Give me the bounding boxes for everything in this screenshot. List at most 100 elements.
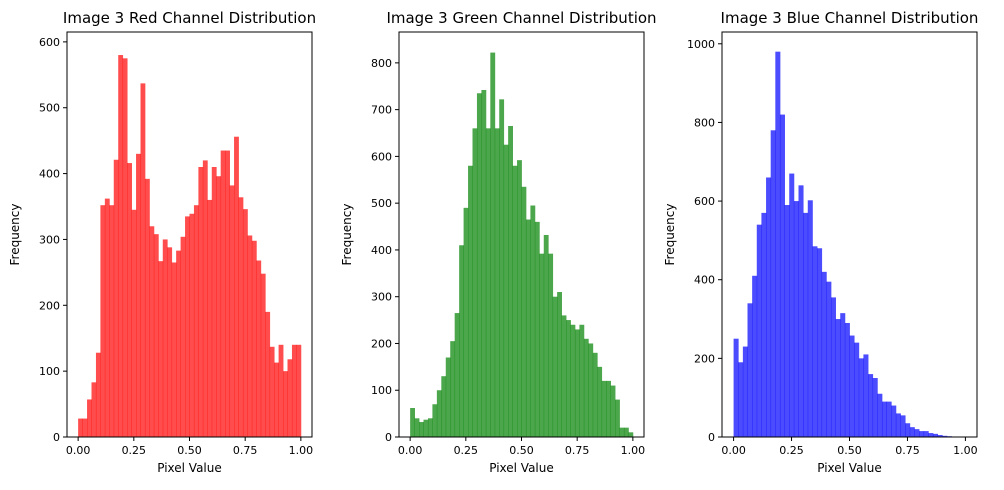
- y-tick-label: 500: [39, 102, 60, 115]
- histogram-bar: [198, 167, 204, 437]
- histogram-bar: [928, 433, 934, 437]
- histogram-bar: [185, 216, 190, 437]
- x-tick-label: 1.00: [953, 444, 978, 457]
- histogram-bar: [937, 435, 943, 437]
- histogram-bar: [849, 335, 855, 437]
- histogram-bar: [260, 273, 266, 437]
- histogram-bar: [503, 144, 509, 437]
- histogram-bar: [766, 177, 772, 438]
- histogram-bar: [914, 429, 920, 437]
- histogram-bar: [82, 418, 88, 437]
- chart-title: Image 3 Blue Channel Distribution: [721, 9, 979, 27]
- histogram-bar: [742, 346, 748, 437]
- histogram-bar: [450, 341, 456, 437]
- histogram-bar: [274, 362, 279, 437]
- histogram-bar: [499, 99, 505, 437]
- histogram-bar: [158, 261, 164, 437]
- y-tick-label: 0: [385, 431, 392, 444]
- histogram-bar: [242, 209, 248, 437]
- histogram-bar: [779, 114, 785, 437]
- y-axis-label: Frequency: [663, 204, 677, 266]
- histogram-bar: [508, 126, 513, 437]
- histogram-bar: [265, 311, 271, 437]
- histogram-bar: [153, 234, 159, 437]
- histogram-bar: [216, 176, 222, 437]
- histogram-bar: [131, 209, 137, 437]
- histogram-bar: [844, 322, 850, 437]
- x-tick-label: 0.25: [779, 444, 804, 457]
- histogram-bar: [149, 226, 155, 437]
- histogram-bar: [877, 393, 883, 437]
- histogram-bar: [113, 159, 119, 437]
- histogram-bar: [798, 185, 804, 437]
- chart-panel-1: 0.00 0.25 0.50 0.75 1.00 0 100 200 300 400 500 600I…: [8, 9, 316, 475]
- y-tick-label: 100: [371, 384, 392, 397]
- histogram-bar: [840, 313, 846, 437]
- histogram-bar: [109, 205, 115, 437]
- histogram-bar: [481, 89, 487, 438]
- histogram-bar: [269, 346, 275, 437]
- histogram-bar: [835, 319, 841, 437]
- histogram-bar: [162, 239, 168, 437]
- histogram-bar: [122, 58, 128, 438]
- histogram-bar: [854, 342, 860, 437]
- histogram-bar: [543, 234, 549, 437]
- y-tick-label: 500: [371, 197, 392, 210]
- y-tick-label: 400: [371, 244, 392, 257]
- histogram-bar: [87, 399, 92, 437]
- histogram-bar: [858, 358, 864, 437]
- histogram-bar: [615, 399, 620, 437]
- x-tick-label: 0.00: [721, 444, 746, 457]
- y-tick-label: 600: [371, 150, 392, 163]
- histogram-bar: [891, 405, 897, 437]
- chart-title: Image 3 Red Channel Distribution: [63, 9, 316, 27]
- histogram-bar: [610, 385, 616, 437]
- histogram-bar: [895, 413, 901, 437]
- histogram-bar: [601, 380, 607, 437]
- y-tick-label: 200: [694, 352, 715, 365]
- histogram-bar: [807, 200, 813, 437]
- histogram-bar: [784, 205, 790, 437]
- histogram-bar: [414, 418, 420, 437]
- histogram-bar: [127, 163, 132, 438]
- histogram-bar: [144, 178, 150, 437]
- histogram-bar: [789, 173, 795, 438]
- histogram-bar: [738, 362, 744, 437]
- histogram-bar: [171, 262, 177, 437]
- histogram-bar: [932, 433, 938, 437]
- histogram-bar: [761, 212, 767, 437]
- y-tick-label: 300: [39, 233, 60, 246]
- histogram-bar: [868, 374, 874, 437]
- histogram-bar: [229, 185, 235, 437]
- histogram-bar: [517, 160, 522, 437]
- histogram-bar: [530, 205, 536, 437]
- histogram-bar: [140, 83, 146, 438]
- histogram-bar: [812, 246, 818, 437]
- y-tick-label: 800: [371, 57, 392, 70]
- histogram-bar: [826, 281, 832, 437]
- histogram-bar: [476, 93, 482, 437]
- x-tick-label: 0.25: [454, 444, 479, 457]
- histogram-bar: [747, 303, 753, 437]
- histogram-bar: [220, 150, 226, 438]
- x-tick-label: 0.75: [895, 444, 920, 457]
- histogram-bar: [588, 343, 594, 437]
- histogram-bar: [623, 427, 629, 437]
- x-tick-label: 1.00: [289, 444, 314, 457]
- histogram-bar: [592, 352, 598, 437]
- y-tick-label: 100: [39, 365, 60, 378]
- histogram-bar: [561, 315, 567, 437]
- histogram-bar: [100, 205, 106, 437]
- histogram-bar: [278, 344, 284, 437]
- histogram-bar: [775, 51, 781, 437]
- histogram-bar: [202, 160, 208, 437]
- histogram-bar: [566, 320, 571, 437]
- histogram-bar: [104, 198, 110, 437]
- histogram-bar: [619, 427, 625, 437]
- y-tick-label: 200: [371, 337, 392, 350]
- y-tick-label: 200: [39, 299, 60, 312]
- y-axis-label: Frequency: [340, 204, 354, 266]
- histogram-bar: [803, 212, 809, 437]
- x-axis-label: Pixel Value: [157, 461, 222, 475]
- histogram-bars: [78, 55, 302, 438]
